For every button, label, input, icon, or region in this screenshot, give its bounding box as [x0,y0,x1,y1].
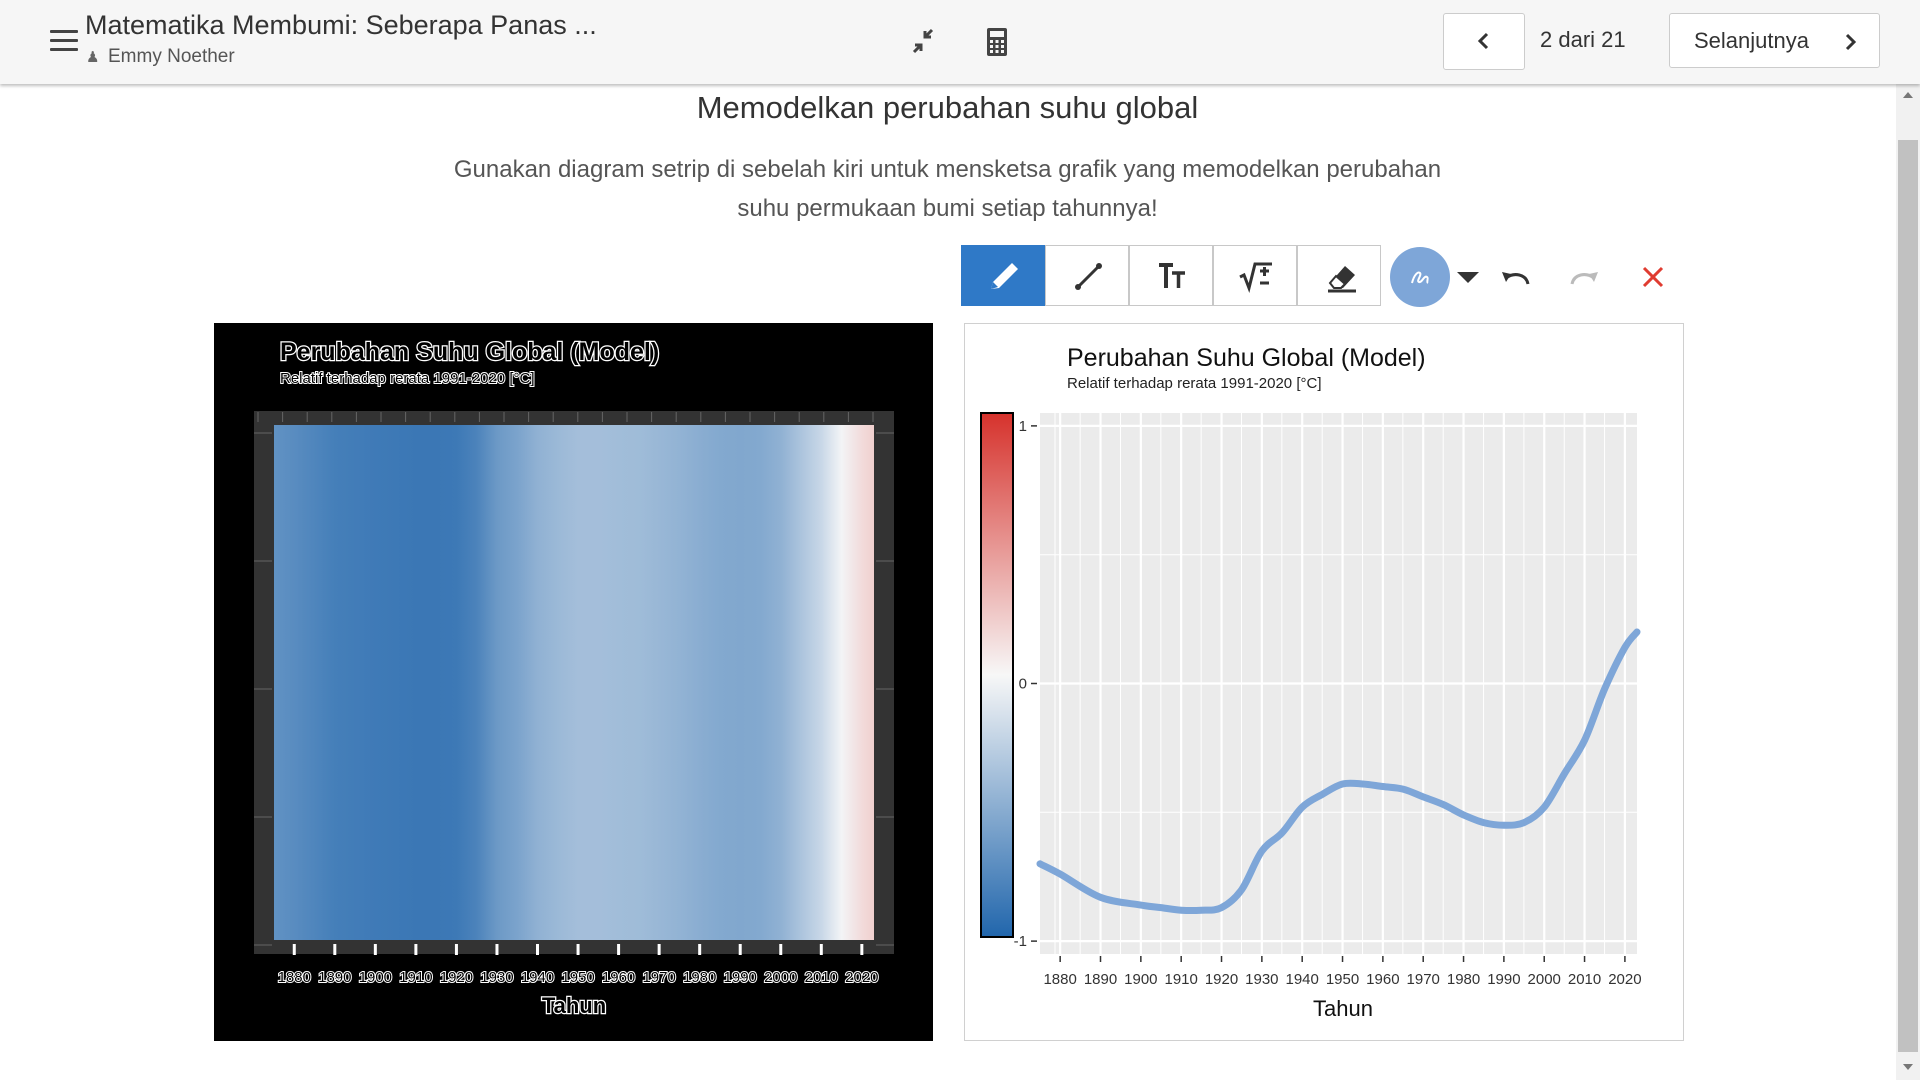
undo-icon[interactable] [1498,262,1534,292]
graph-xtick-label: 2020 [1608,971,1641,988]
graph-xtick-label: 1980 [1447,971,1480,988]
graph-subtitle: Relatif terhadap rerata 1991-2020 [°C] [1067,375,1322,392]
top-bar: Matematika Membumi: Seberapa Panas ... ♟… [0,0,1920,84]
stripes-subtitle: Relatif terhadap rerata 1991-2020 [°C] [280,370,535,387]
graph-xtick-label: 1910 [1164,971,1197,988]
hamburger-menu-icon[interactable] [50,30,78,51]
author-line: ♟ Emmy Noether [86,46,235,68]
user-icon: ♟ [86,49,100,66]
previous-page-button[interactable] [1443,13,1525,70]
colorbar [980,412,1014,938]
text-icon [1159,263,1185,288]
clear-x-icon[interactable] [1640,264,1666,290]
color-picker-icon [1411,271,1429,284]
stripes-xtick-label: 1910 [399,969,432,986]
warming-stripes-panel: Perubahan Suhu Global (Model) Relatif te… [214,323,933,1041]
page-indicator: 2 dari 21 [1540,27,1626,52]
stripes-xtick-label: 2000 [764,969,797,986]
text-tool-button[interactable] [1129,245,1213,306]
warming-stripes-chart: Perubahan Suhu Global (Model) Relatif te… [254,337,894,1019]
math-icon [1239,262,1272,293]
scrollbar-thumb[interactable] [1898,140,1918,1052]
sketch-graph-panel[interactable]: Perubahan Suhu Global (Model) Relatif te… [964,323,1684,1041]
sketch-graph-chart[interactable]: Perubahan Suhu Global (Model) Relatif te… [965,324,1683,1040]
graph-xtick-label: 1960 [1366,971,1399,988]
stripes-xtick-label: 1900 [359,969,392,986]
stripes-xtick-label: 1920 [440,969,473,986]
stripes-xtick-label: 1980 [683,969,716,986]
instruction-text: Gunakan diagram setrip di sebelah kiri u… [453,156,1442,222]
stripes-xtick-label: 1880 [278,969,311,986]
graph-title: Perubahan Suhu Global (Model) [1067,344,1426,372]
stripes-xtick-label: 1940 [521,969,554,986]
stripes-xlabel: Tahun [542,993,606,1018]
stripes-xtick-label: 1990 [724,969,757,986]
stripes-title: Perubahan Suhu Global (Model) [280,338,659,366]
stripes-xtick-label: 2020 [845,969,878,986]
graph-xtick-label: 2010 [1568,971,1601,988]
collapse-arrows-icon[interactable] [906,24,942,60]
redo-icon[interactable] [1566,262,1602,292]
pencil-icon [991,263,1018,289]
line-icon [1075,263,1102,290]
scroll-down-icon[interactable] [1903,1064,1913,1070]
eraser-icon [1328,266,1356,293]
graph-xtick-label: 1880 [1043,971,1076,988]
math-tool-button[interactable] [1213,245,1297,306]
stripes-xtick-label: 1890 [318,969,351,986]
author-name: Emmy Noether [108,46,235,67]
graph-xtick-label: 1930 [1245,971,1278,988]
graph-xtick-label: 1970 [1407,971,1440,988]
stripes-xtick-label: 1960 [602,969,635,986]
stripes-xtick-label: 1930 [480,969,513,986]
pencil-tool-button[interactable] [961,245,1045,306]
calculator-icon[interactable] [979,24,1015,60]
graph-ytick-label: 0 [1019,676,1027,693]
page-scrollbar[interactable] [1896,84,1920,1080]
graph-xtick-label: 1940 [1286,971,1319,988]
stripes-xtick-label: 1950 [561,969,594,986]
chevron-left-icon [1477,32,1489,50]
next-page-button[interactable]: Selanjutnya [1669,13,1880,68]
graph-ytick-label: -1 [1014,933,1027,950]
graph-xtick-label: 1900 [1124,971,1157,988]
stripes-xtick-label: 1970 [642,969,675,986]
line-tool-button[interactable] [1045,245,1129,306]
scroll-up-icon[interactable] [1903,92,1913,98]
caret-down-icon[interactable] [1454,268,1482,286]
graph-xlabel: Tahun [1313,996,1373,1021]
graph-ytick-label: 1 [1019,418,1027,435]
graph-xtick-label: 2000 [1528,971,1561,988]
stripes-band [274,425,874,940]
activity-title: Matematika Membumi: Seberapa Panas ... [85,10,597,40]
graph-xtick-label: 1950 [1326,971,1359,988]
sketched-temperature-line[interactable] [1036,628,1641,914]
graph-xtick-label: 1920 [1205,971,1238,988]
graph-xtick-label: 1990 [1487,971,1520,988]
eraser-tool-button[interactable] [1297,245,1381,306]
next-page-label: Selanjutnya [1694,28,1809,53]
screen-heading: Memodelkan perubahan suhu global [696,90,1199,125]
stripes-xtick-label: 2010 [805,969,838,986]
chevron-right-icon [1845,33,1857,51]
color-picker-button[interactable] [1390,247,1450,307]
graph-xtick-label: 1890 [1084,971,1117,988]
